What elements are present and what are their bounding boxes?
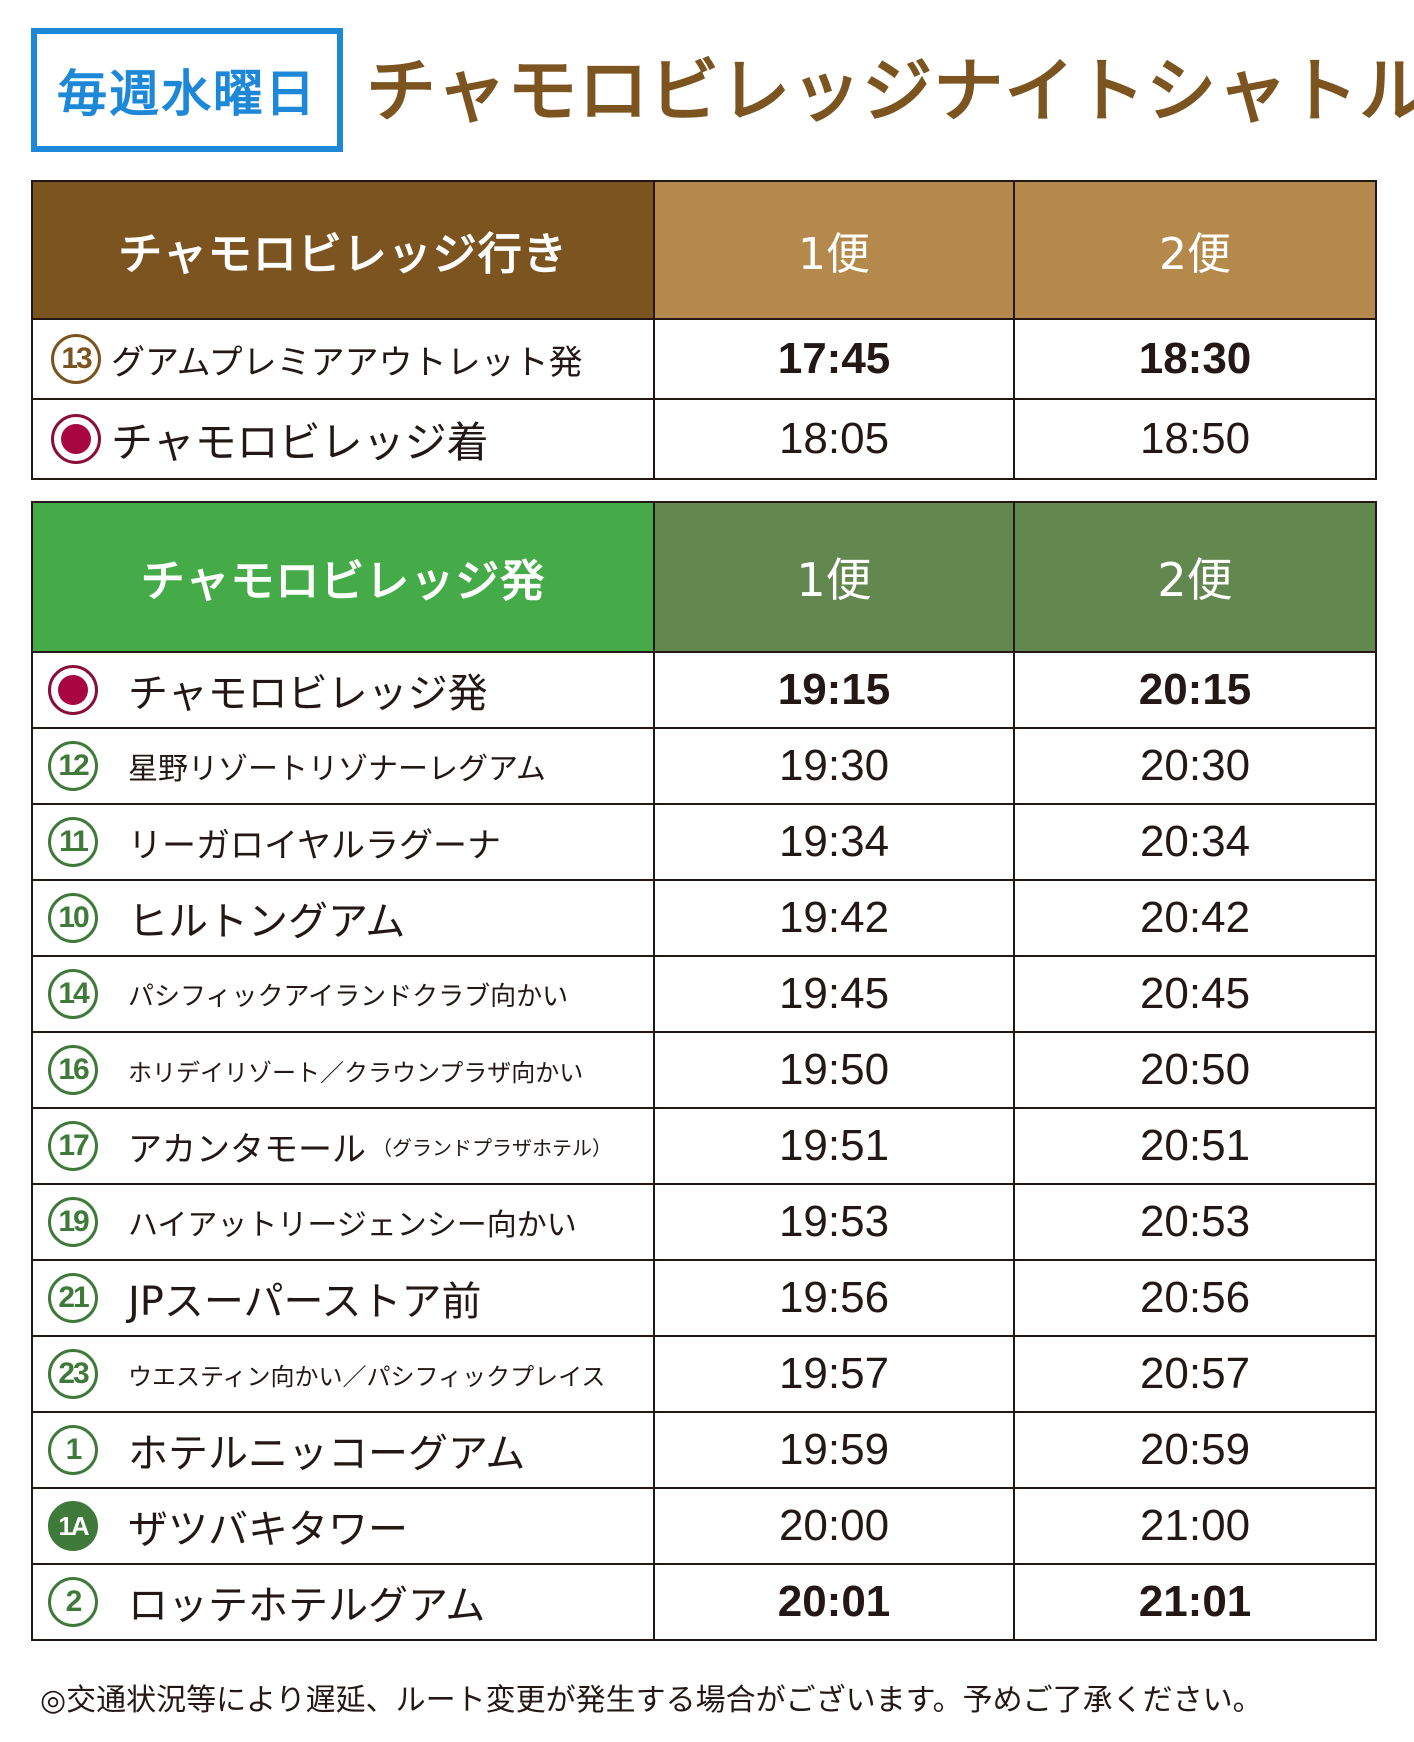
table-row: 10 ヒルトングアム 19:42 20:42	[31, 879, 1377, 957]
departure-time: 19:53	[653, 1183, 1015, 1261]
table-row: 23 ウエスティン向かい／パシフィックプレイス 19:57 20:57	[31, 1335, 1377, 1413]
stop-number-icon: 23	[48, 1349, 98, 1399]
departure-time: 17:45	[653, 318, 1015, 400]
table-row: チャモロビレッジ発 19:15 20:15	[31, 651, 1377, 729]
departure-time: 20:15	[1013, 651, 1377, 729]
footnote: ◎交通状況等により遅延、ルート変更が発生する場合がございます。予めご了承ください…	[40, 1683, 1263, 1718]
stop-number-icon: 1	[48, 1425, 98, 1475]
departure-time: 19:59	[653, 1411, 1015, 1489]
table-header-row: チャモロビレッジ行き 1便 2便	[31, 180, 1377, 320]
departure-time: 21:00	[1013, 1487, 1377, 1565]
column-header-trip-1: 1便	[653, 180, 1015, 320]
stop-number-icon: 12	[48, 741, 98, 791]
stop-name: チャモロビレッジ発	[128, 671, 488, 717]
table-row: 21 JPスーパーストア前 19:56 20:56	[31, 1259, 1377, 1337]
stop-number-icon: 19	[48, 1197, 98, 1247]
stop-name: ハイアットリージェンシー向かい	[128, 1208, 577, 1243]
stop-name: リーガロイヤルラグーナ	[128, 825, 501, 866]
departure-time: 19:45	[653, 955, 1015, 1033]
departure-time: 20:00	[653, 1487, 1015, 1565]
departure-time: 20:53	[1013, 1183, 1377, 1261]
destination-marker-icon	[51, 414, 101, 464]
departure-time: 19:15	[653, 651, 1015, 729]
stop-name: ヒルトングアム	[128, 899, 406, 945]
departure-time: 19:56	[653, 1259, 1015, 1337]
departure-time: 20:57	[1013, 1335, 1377, 1413]
stop-name: グアムプレミアアウトレット発	[111, 342, 583, 383]
arrival-time: 18:05	[653, 398, 1015, 480]
departure-time: 20:42	[1013, 879, 1377, 957]
table-row: 2 ロッテホテルグアム 20:01 21:01	[31, 1563, 1377, 1641]
departure-time: 20:56	[1013, 1259, 1377, 1337]
stop-name: ホテルニッコーグアム	[128, 1431, 526, 1477]
to-village-timetable: チャモロビレッジ行き 1便 2便 13 グアムプレミアアウトレット発 17:45…	[31, 180, 1377, 480]
departure-time: 21:01	[1013, 1563, 1377, 1641]
table-row: 16 ホリデイリゾート／クラウンプラザ向かい 19:50 20:50	[31, 1031, 1377, 1109]
stop-number-icon: 21	[48, 1273, 98, 1323]
stop-number-icon: 17	[48, 1121, 98, 1171]
stop-name: ロッテホテルグアム	[128, 1583, 486, 1629]
table-row: 1A ザツバキタワー 20:00 21:00	[31, 1487, 1377, 1565]
column-header-trip-1: 1便	[653, 501, 1015, 653]
stop-name: チャモロビレッジ着	[111, 417, 489, 467]
departure-time: 20:50	[1013, 1031, 1377, 1109]
arrival-time: 18:50	[1013, 398, 1377, 480]
departure-time: 19:34	[653, 803, 1015, 881]
stop-name: ザツバキタワー	[128, 1507, 408, 1553]
stop-number-icon: 10	[48, 893, 98, 943]
stop-name: JPスーパーストア前	[128, 1279, 482, 1325]
departure-time: 20:34	[1013, 803, 1377, 881]
weekday-badge: 毎週水曜日	[31, 28, 343, 152]
column-header-trip-2: 2便	[1013, 180, 1377, 320]
table-row: 17 アカンタモール （グランドプラザホテル） 19:51 20:51	[31, 1107, 1377, 1185]
departure-time: 18:30	[1013, 318, 1377, 400]
stop-number-icon: 13	[51, 334, 101, 384]
stop-name: 星野リゾートリゾナーレグアム	[128, 752, 546, 787]
departure-time: 20:45	[1013, 955, 1377, 1033]
departure-time: 19:51	[653, 1107, 1015, 1185]
table-row: 14 パシフィックアイランドクラブ向かい 19:45 20:45	[31, 955, 1377, 1033]
departure-time: 19:30	[653, 727, 1015, 805]
stop-number-icon: 2	[48, 1577, 98, 1627]
stop-name: ウエスティン向かい／パシフィックプレイス	[128, 1362, 606, 1391]
departure-time: 20:30	[1013, 727, 1377, 805]
page-title: チャモロビレッジナイトシャトル	[366, 50, 1414, 132]
stop-number-icon: 1A	[48, 1501, 98, 1551]
stop-number-icon: 14	[48, 969, 98, 1019]
table-row: チャモロビレッジ着 18:05 18:50	[31, 398, 1377, 480]
stop-name: ホリデイリゾート／クラウンプラザ向かい	[128, 1058, 584, 1087]
column-header-stop: チャモロビレッジ行き	[31, 180, 655, 320]
stop-number-icon: 11	[48, 817, 98, 867]
stop-note: （グランドプラザホテル）	[372, 1135, 612, 1160]
page-header: 毎週水曜日 チャモロビレッジナイトシャトル	[31, 28, 1414, 162]
departure-time: 19:50	[653, 1031, 1015, 1109]
stop-name: パシフィックアイランドクラブ向かい	[128, 981, 569, 1012]
column-header-stop: チャモロビレッジ発	[31, 501, 655, 653]
departure-time: 20:51	[1013, 1107, 1377, 1185]
from-village-timetable: チャモロビレッジ発 1便 2便 チャモロビレッジ発 19:15 20:15 12…	[31, 501, 1377, 1641]
table-row: 19 ハイアットリージェンシー向かい 19:53 20:53	[31, 1183, 1377, 1261]
departure-time: 19:57	[653, 1335, 1015, 1413]
origin-marker-icon	[48, 665, 98, 715]
departure-time: 19:42	[653, 879, 1015, 957]
table-header-row: チャモロビレッジ発 1便 2便	[31, 501, 1377, 653]
stop-name: アカンタモール	[128, 1129, 366, 1170]
stop-number-icon: 16	[48, 1045, 98, 1095]
table-row: 1 ホテルニッコーグアム 19:59 20:59	[31, 1411, 1377, 1489]
table-row: 13 グアムプレミアアウトレット発 17:45 18:30	[31, 318, 1377, 400]
column-header-trip-2: 2便	[1013, 501, 1377, 653]
departure-time: 20:01	[653, 1563, 1015, 1641]
table-row: 12 星野リゾートリゾナーレグアム 19:30 20:30	[31, 727, 1377, 805]
table-row: 11 リーガロイヤルラグーナ 19:34 20:34	[31, 803, 1377, 881]
departure-time: 20:59	[1013, 1411, 1377, 1489]
